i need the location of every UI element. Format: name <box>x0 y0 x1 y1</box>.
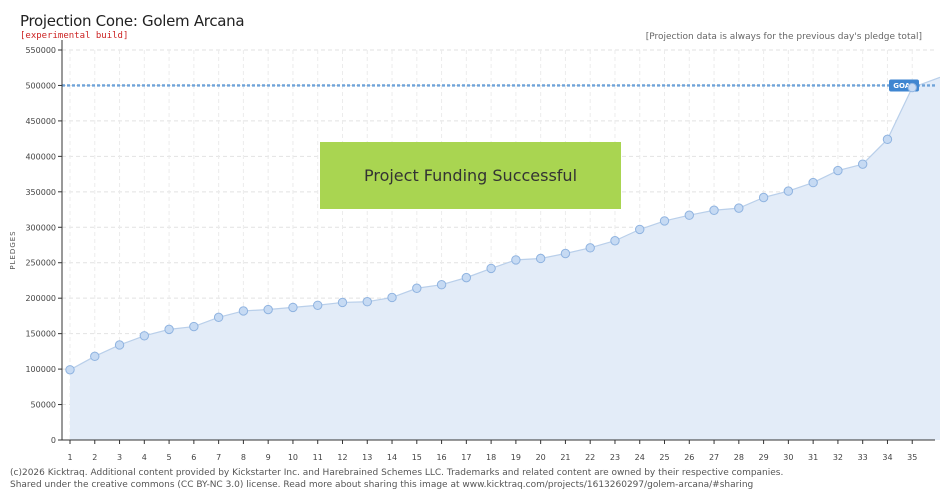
x-tick-label: 14 <box>387 453 397 462</box>
data-point <box>907 82 917 93</box>
x-tick-label: 30 <box>783 453 793 462</box>
x-tick-label: 9 <box>266 453 271 462</box>
x-tick-label: 20 <box>536 453 546 462</box>
y-tick-label: 500000 <box>25 81 56 90</box>
y-tick-label: 150000 <box>25 330 56 339</box>
data-point <box>684 210 694 220</box>
x-tick-label: 34 <box>882 453 892 462</box>
data-point <box>511 255 521 265</box>
data-point <box>114 340 125 350</box>
data-point <box>189 321 199 332</box>
data-point <box>486 263 496 274</box>
y-axis-title: PLEDGES <box>9 230 17 269</box>
data-point <box>857 159 868 169</box>
data-point <box>238 306 249 316</box>
data-point <box>560 248 571 259</box>
x-tick-label: 1 <box>67 453 72 462</box>
data-point <box>313 300 323 310</box>
x-tick-label: 31 <box>808 453 818 462</box>
data-point <box>585 243 595 253</box>
data-point <box>412 283 422 293</box>
y-tick-label: 200000 <box>25 294 56 303</box>
y-tick-label: 100000 <box>25 365 56 374</box>
y-tick-label: 50000 <box>31 401 56 410</box>
x-tick-label: 23 <box>610 453 620 462</box>
data-point <box>783 186 794 196</box>
data-point <box>758 192 769 203</box>
x-tick-label: 7 <box>216 453 221 462</box>
data-point <box>139 331 150 341</box>
y-tick-label: 300000 <box>25 223 56 232</box>
projection-chart: GOAL 0 50000 100000 150000 200000 250000 300000… <box>9 40 940 462</box>
data-point <box>461 272 472 283</box>
data-point <box>90 351 100 362</box>
x-tick-label: 13 <box>362 453 372 462</box>
projection-area <box>70 77 940 441</box>
chart-subtitle: [experimental build] <box>20 31 129 41</box>
data-point <box>387 292 397 303</box>
x-tick-label: 32 <box>833 453 843 462</box>
data-point <box>610 236 620 246</box>
data-point <box>436 280 447 290</box>
data-point <box>635 224 645 235</box>
x-tick-label: 19 <box>511 453 521 462</box>
data-point <box>833 165 843 176</box>
data-point <box>263 304 273 315</box>
chart-title: Projection Cone: Golem Arcana <box>20 12 245 30</box>
footer: (c)2026 Kicktraq. Additional content pro… <box>10 468 783 491</box>
x-tick-label: 17 <box>461 453 471 462</box>
footer-line-1: (c)2026 Kicktraq. Additional content pro… <box>10 468 784 478</box>
x-tick-label: 21 <box>560 453 570 462</box>
x-tick-label: 4 <box>142 453 147 462</box>
data-point <box>882 134 893 145</box>
x-tick-label: 5 <box>167 453 172 462</box>
data-point <box>808 177 818 188</box>
x-tick-label: 25 <box>659 453 669 462</box>
y-tick-label: 350000 <box>25 188 56 197</box>
y-tick-label: 400000 <box>25 152 56 161</box>
x-tick-label: 11 <box>313 453 323 462</box>
data-point <box>535 253 546 264</box>
x-tick-label: 35 <box>907 453 917 462</box>
x-tick-label: 26 <box>684 453 694 462</box>
y-tick-label: 250000 <box>25 259 56 268</box>
data-point <box>213 312 224 323</box>
x-tick-label: 33 <box>858 453 868 462</box>
data-point <box>709 205 719 215</box>
data-point <box>337 297 348 308</box>
x-tick-label: 8 <box>241 453 246 462</box>
funding-banner <box>320 142 621 209</box>
x-tick-label: 10 <box>288 453 298 462</box>
x-tick-label: 3 <box>117 453 122 462</box>
x-tick-label: 2 <box>92 453 97 462</box>
x-tick-label: 22 <box>585 453 595 462</box>
data-point <box>65 365 75 375</box>
x-tick-label: 6 <box>191 453 196 462</box>
funding-banner-label: Project Funding Successful <box>364 166 577 185</box>
y-tick-label: 550000 <box>25 46 56 55</box>
data-point <box>288 302 298 313</box>
data-point <box>362 297 372 307</box>
x-tick-label: 27 <box>709 453 719 462</box>
projection-note: [Projection data is always for the previ… <box>645 32 922 42</box>
data-point <box>164 324 174 335</box>
x-tick-label: 29 <box>759 453 769 462</box>
x-tick-label: 28 <box>734 453 744 462</box>
x-tick-label: 15 <box>412 453 422 462</box>
x-tick-label: 24 <box>635 453 645 462</box>
footer-line-2: Shared under the creative commons (CC BY… <box>10 479 754 490</box>
x-tick-label: 18 <box>486 453 496 462</box>
y-tick-label: 0 <box>51 436 56 445</box>
data-point <box>659 216 670 226</box>
y-tick-label: 450000 <box>25 117 56 126</box>
x-tick-label: 16 <box>436 453 446 462</box>
x-tick-label: 12 <box>337 453 347 462</box>
data-point <box>734 203 744 213</box>
goal-badge-label: GOAL <box>893 82 915 90</box>
